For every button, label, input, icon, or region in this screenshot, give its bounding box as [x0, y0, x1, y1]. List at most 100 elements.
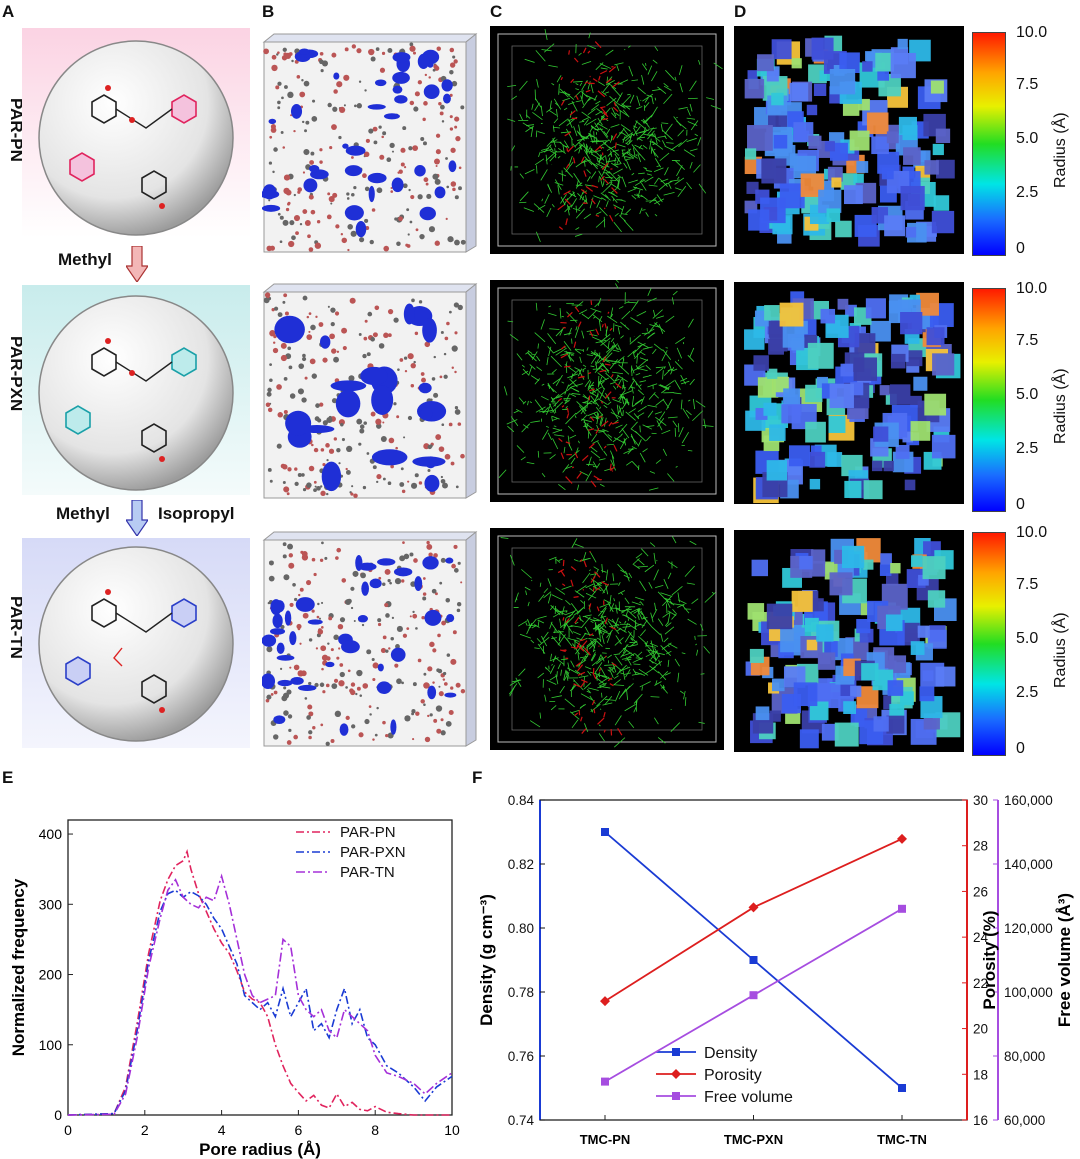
atom-dot: [271, 54, 277, 60]
atom-dot: [273, 734, 279, 740]
network-edge: [581, 111, 592, 119]
network-edge: [653, 569, 659, 581]
network-edge-red: [604, 323, 608, 329]
colorbar-tn: 10.0 7.5 5.0 2.5 0 Radius (Å): [966, 524, 1078, 758]
network-edge: [632, 399, 643, 408]
network-edge: [575, 100, 582, 103]
network-edge: [580, 91, 588, 98]
atom-dot: [449, 115, 453, 119]
network-edge: [549, 665, 555, 674]
network-edge: [606, 145, 616, 151]
network-edge: [547, 432, 552, 441]
atom-dot: [302, 612, 309, 619]
network-edge: [642, 448, 648, 453]
atom-dot: [306, 315, 310, 319]
pore-blob: [448, 160, 457, 173]
network-edge: [599, 413, 604, 425]
atom-dot: [351, 724, 356, 729]
network-edge-red: [560, 353, 568, 359]
network-edge-red: [560, 452, 565, 460]
atom-dot: [269, 330, 276, 337]
atom-dot: [341, 237, 348, 244]
network-edge: [562, 144, 565, 153]
atom-dot: [319, 682, 325, 688]
network-edge: [525, 125, 535, 133]
network-edge: [540, 319, 545, 330]
network-edge: [600, 340, 611, 351]
network-edge: [602, 178, 605, 181]
atom-dot: [293, 193, 296, 197]
network-edge-red: [560, 76, 563, 81]
network-edge: [563, 90, 575, 100]
colorbar-tick: 2.5: [1016, 184, 1039, 201]
network-edge: [710, 105, 722, 110]
atom-dot: [445, 217, 448, 221]
atom-dot: [390, 190, 394, 193]
network-edge: [637, 137, 643, 141]
network-edge: [550, 355, 562, 368]
pore-cube: [791, 58, 802, 69]
network-edge: [568, 205, 571, 211]
network-edge: [568, 101, 575, 106]
colorbar-tick: 0: [1016, 740, 1025, 757]
pore-cube: [910, 395, 922, 408]
network-edge: [596, 412, 599, 420]
network-edge-red: [599, 70, 608, 75]
network-edge: [596, 107, 604, 114]
network-edge: [508, 683, 518, 695]
network-edge-red: [581, 728, 587, 734]
network-edge: [596, 695, 608, 707]
network-edge-red: [560, 345, 566, 350]
network-edge-red: [585, 185, 594, 192]
network-edge: [548, 688, 551, 692]
network-edge-red: [608, 421, 613, 427]
network-edge: [579, 655, 588, 659]
atom-dot: [420, 699, 425, 704]
atom-dot: [333, 89, 338, 94]
pore-blob: [445, 557, 454, 564]
network-edge: [574, 348, 584, 351]
network-edge: [622, 647, 626, 650]
network-edge-red: [591, 700, 596, 706]
network-edge: [520, 456, 526, 461]
network-edge: [566, 386, 573, 392]
atom-dot: [329, 333, 335, 340]
network-edge: [587, 108, 596, 115]
network-edge: [524, 58, 535, 63]
atom-dot: [280, 342, 287, 349]
atom-dot: [338, 647, 341, 650]
network-edge: [553, 118, 559, 124]
network-edge: [534, 624, 540, 628]
network-edge: [552, 378, 561, 385]
pore-cube: [889, 384, 911, 405]
network-edge: [560, 194, 567, 204]
pore-cube: [818, 189, 842, 213]
pore-blob: [361, 581, 369, 596]
network-edge: [588, 456, 592, 467]
network-edge: [549, 145, 554, 152]
pore-cube: [748, 209, 770, 231]
atom-dot: [322, 463, 326, 467]
network-edge: [663, 93, 673, 104]
network-edge: [571, 719, 579, 729]
network-edge: [577, 653, 580, 661]
network-edge: [648, 127, 657, 130]
atom-dot: [444, 453, 451, 460]
legend-label: Free volume: [704, 1089, 793, 1106]
network-edge: [522, 122, 533, 130]
network-edge: [550, 396, 555, 402]
atom-dot: [449, 127, 454, 131]
network-edge: [665, 69, 675, 81]
network-edge: [593, 95, 598, 101]
atom-dot: [448, 709, 454, 715]
network-edge-red: [598, 75, 601, 81]
pore-blob: [289, 631, 297, 646]
atom-dot: [434, 158, 440, 165]
network-edge: [600, 615, 607, 619]
atom-dot: [427, 468, 431, 472]
network-edge: [633, 345, 642, 354]
network-edge: [506, 419, 518, 425]
network-edge: [633, 378, 642, 390]
atom-dot: [298, 363, 305, 369]
atom-dot: [424, 341, 431, 348]
